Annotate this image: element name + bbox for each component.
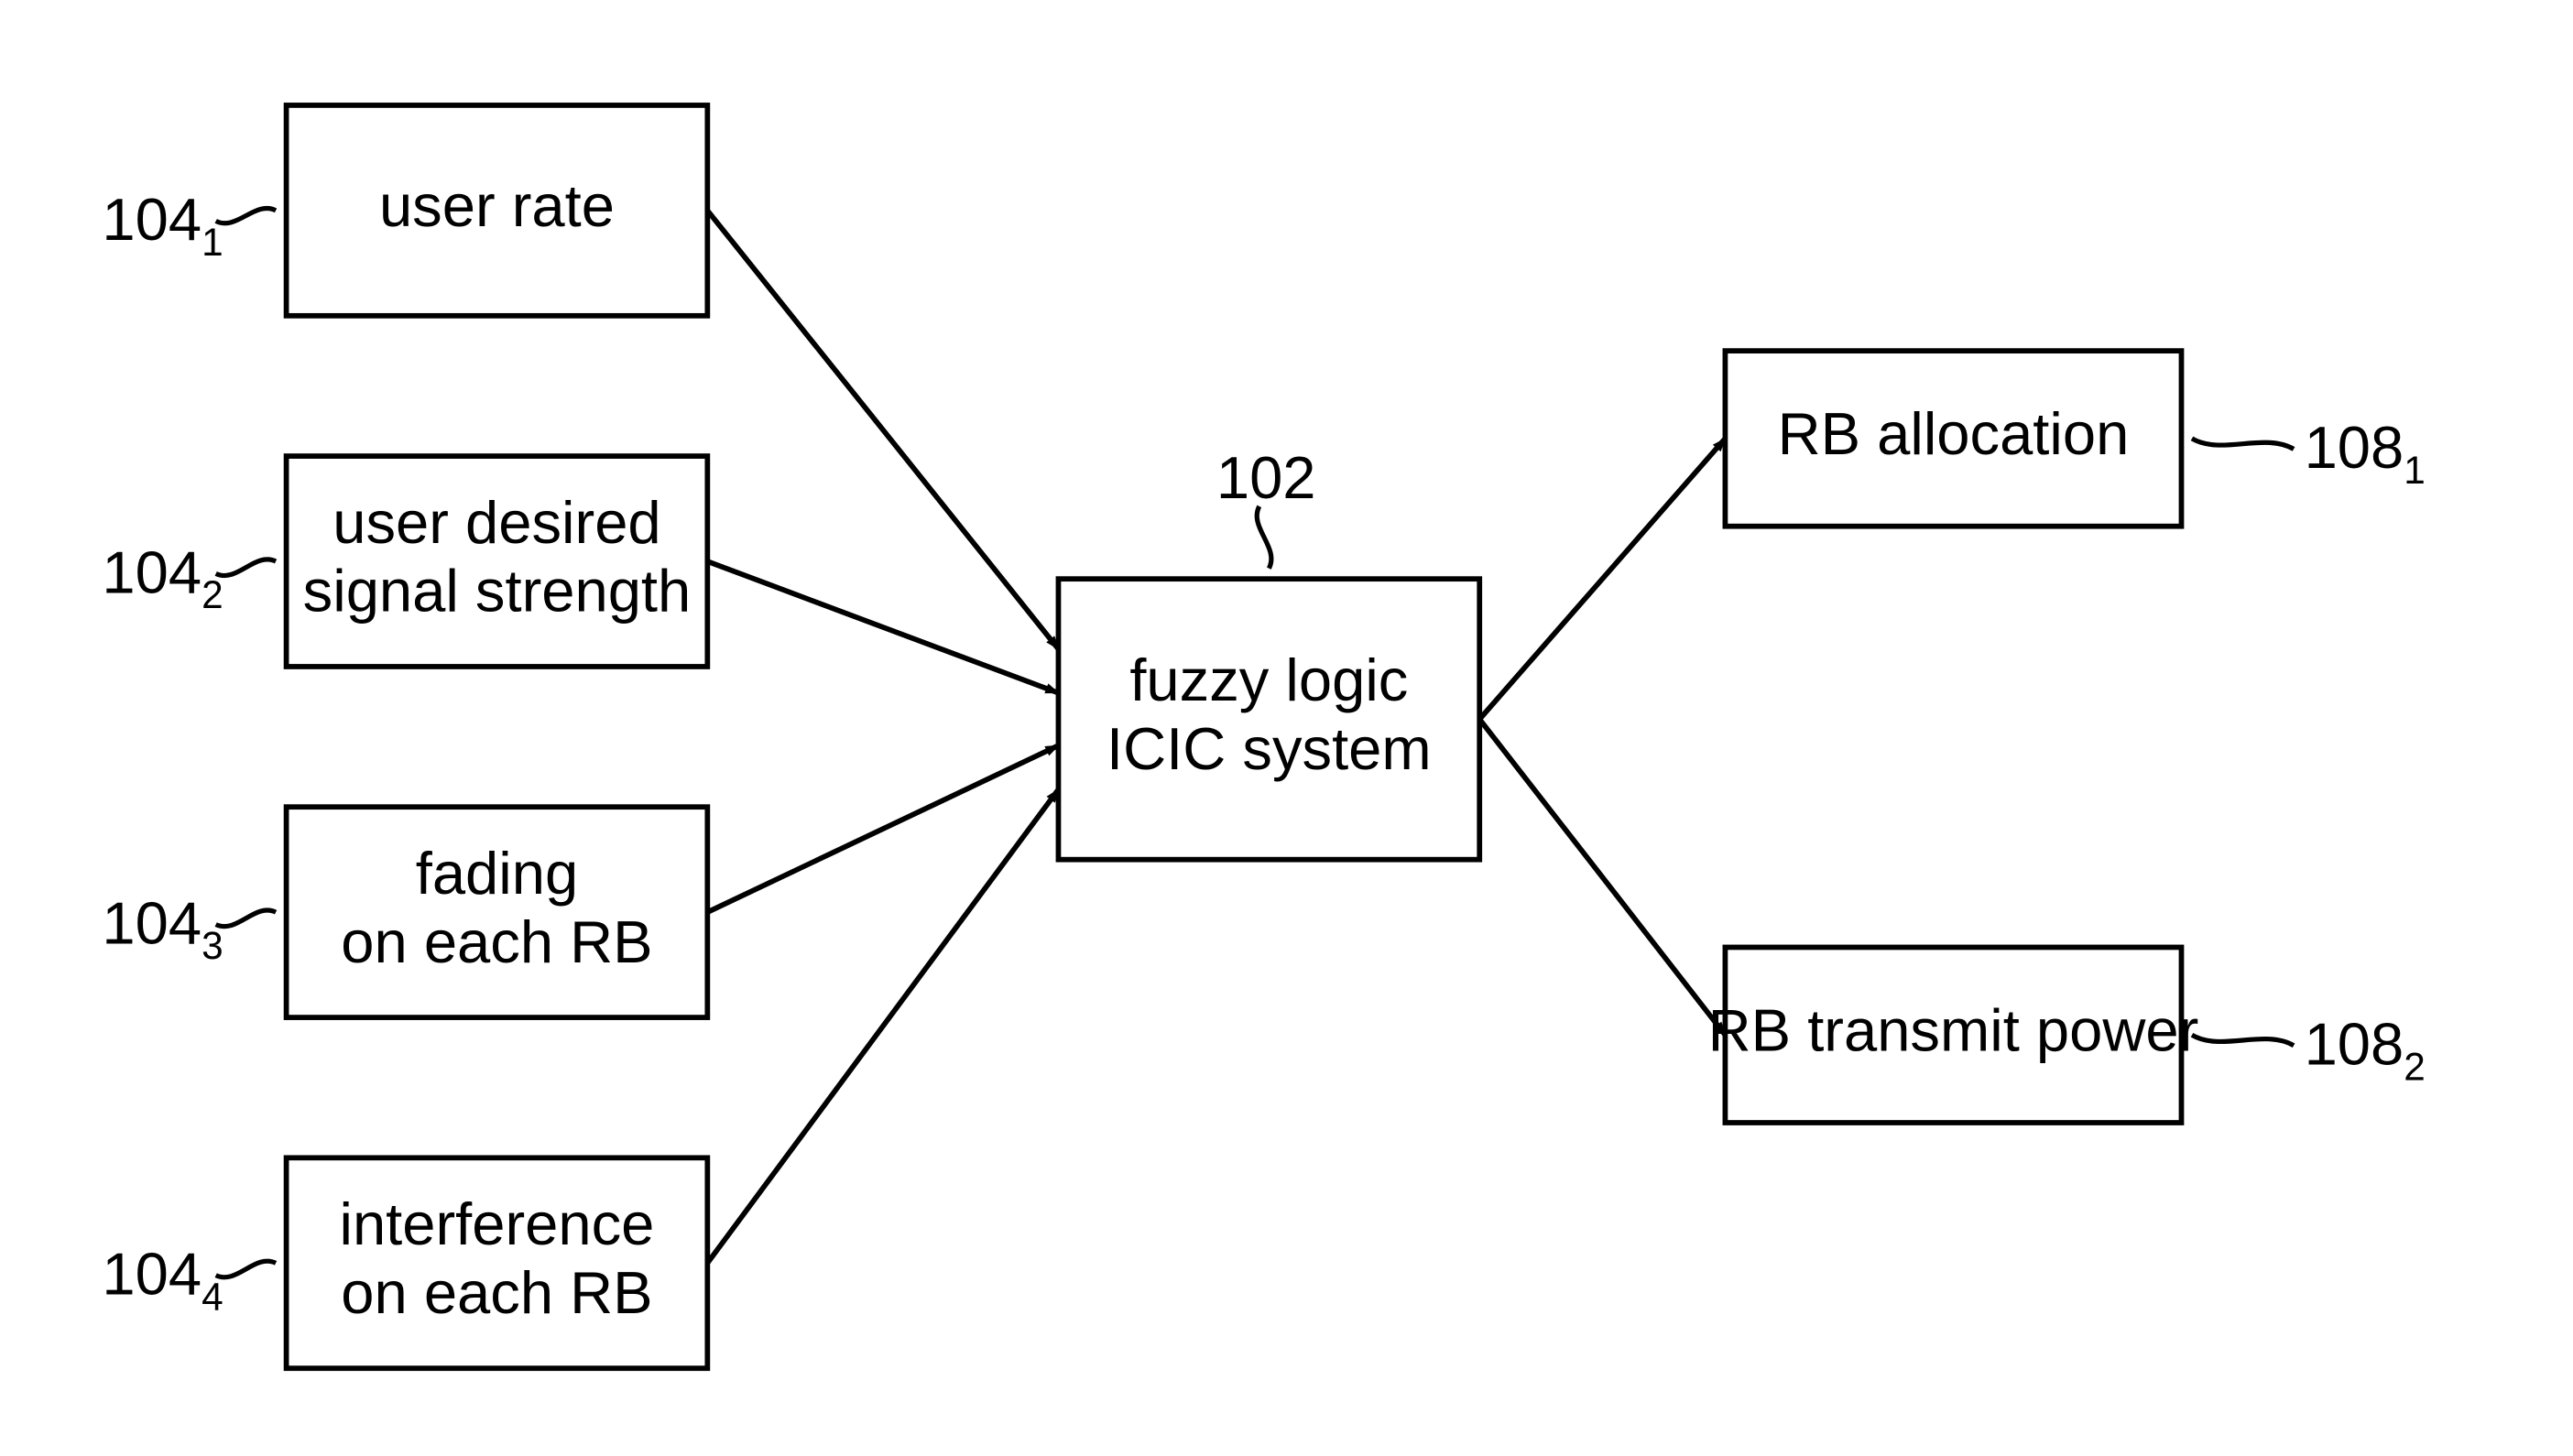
ref-tilde xyxy=(216,560,276,576)
edge-in3-sys xyxy=(707,745,1058,912)
node-in3-label: on each RB xyxy=(341,908,652,975)
node-out1: RB allocation xyxy=(1725,351,2181,527)
ref-tilde xyxy=(216,1261,276,1277)
node-in2-label: user desired xyxy=(333,489,660,556)
node-in2-label: signal strength xyxy=(303,558,692,625)
ref-tilde xyxy=(216,208,276,223)
diagram-svg: user rate user desiredsignal strength fadi… xyxy=(0,0,2573,1456)
edge-in4-sys xyxy=(707,789,1058,1263)
ref-tilde xyxy=(2192,1035,2294,1045)
node-sys-label: ICIC system xyxy=(1107,715,1432,782)
ref-label: 1042 xyxy=(102,538,223,616)
node-in1-label: user rate xyxy=(379,172,615,239)
ref-tilde xyxy=(1257,506,1271,569)
ref-tilde xyxy=(216,910,276,927)
ref-label: 1082 xyxy=(2305,1011,2426,1089)
node-out1-label: RB allocation xyxy=(1778,400,2130,467)
ref-label: 1044 xyxy=(102,1241,223,1319)
node-out2: RB transmit power xyxy=(1708,947,2199,1123)
node-in3-label: fading xyxy=(416,840,578,907)
node-in4-label: on each RB xyxy=(341,1259,652,1326)
node-sys-label: fuzzy logic xyxy=(1129,647,1408,713)
node-in1: user rate xyxy=(287,105,708,316)
node-out2-label: RB transmit power xyxy=(1708,996,2199,1063)
edge-sys-out1 xyxy=(1479,439,1725,720)
node-in4: interferenceon each RB xyxy=(287,1157,708,1368)
node-in3: fadingon each RB xyxy=(287,807,708,1017)
ref-label: 102 xyxy=(1216,444,1316,511)
diagram-root: user rate user desiredsignal strength fadi… xyxy=(0,0,2573,1456)
ref-tilde xyxy=(2192,439,2294,449)
ref-label: 1081 xyxy=(2305,414,2426,492)
ref-label: 1043 xyxy=(102,890,223,968)
edge-sys-out2 xyxy=(1479,719,1725,1035)
ref-label: 1041 xyxy=(102,186,223,264)
nodes: user rate user desiredsignal strength fadi… xyxy=(287,105,2199,1368)
node-sys: fuzzy logicICIC system xyxy=(1058,579,1479,860)
node-in2: user desiredsignal strength xyxy=(287,456,708,667)
node-in4-label: interference xyxy=(339,1190,654,1257)
